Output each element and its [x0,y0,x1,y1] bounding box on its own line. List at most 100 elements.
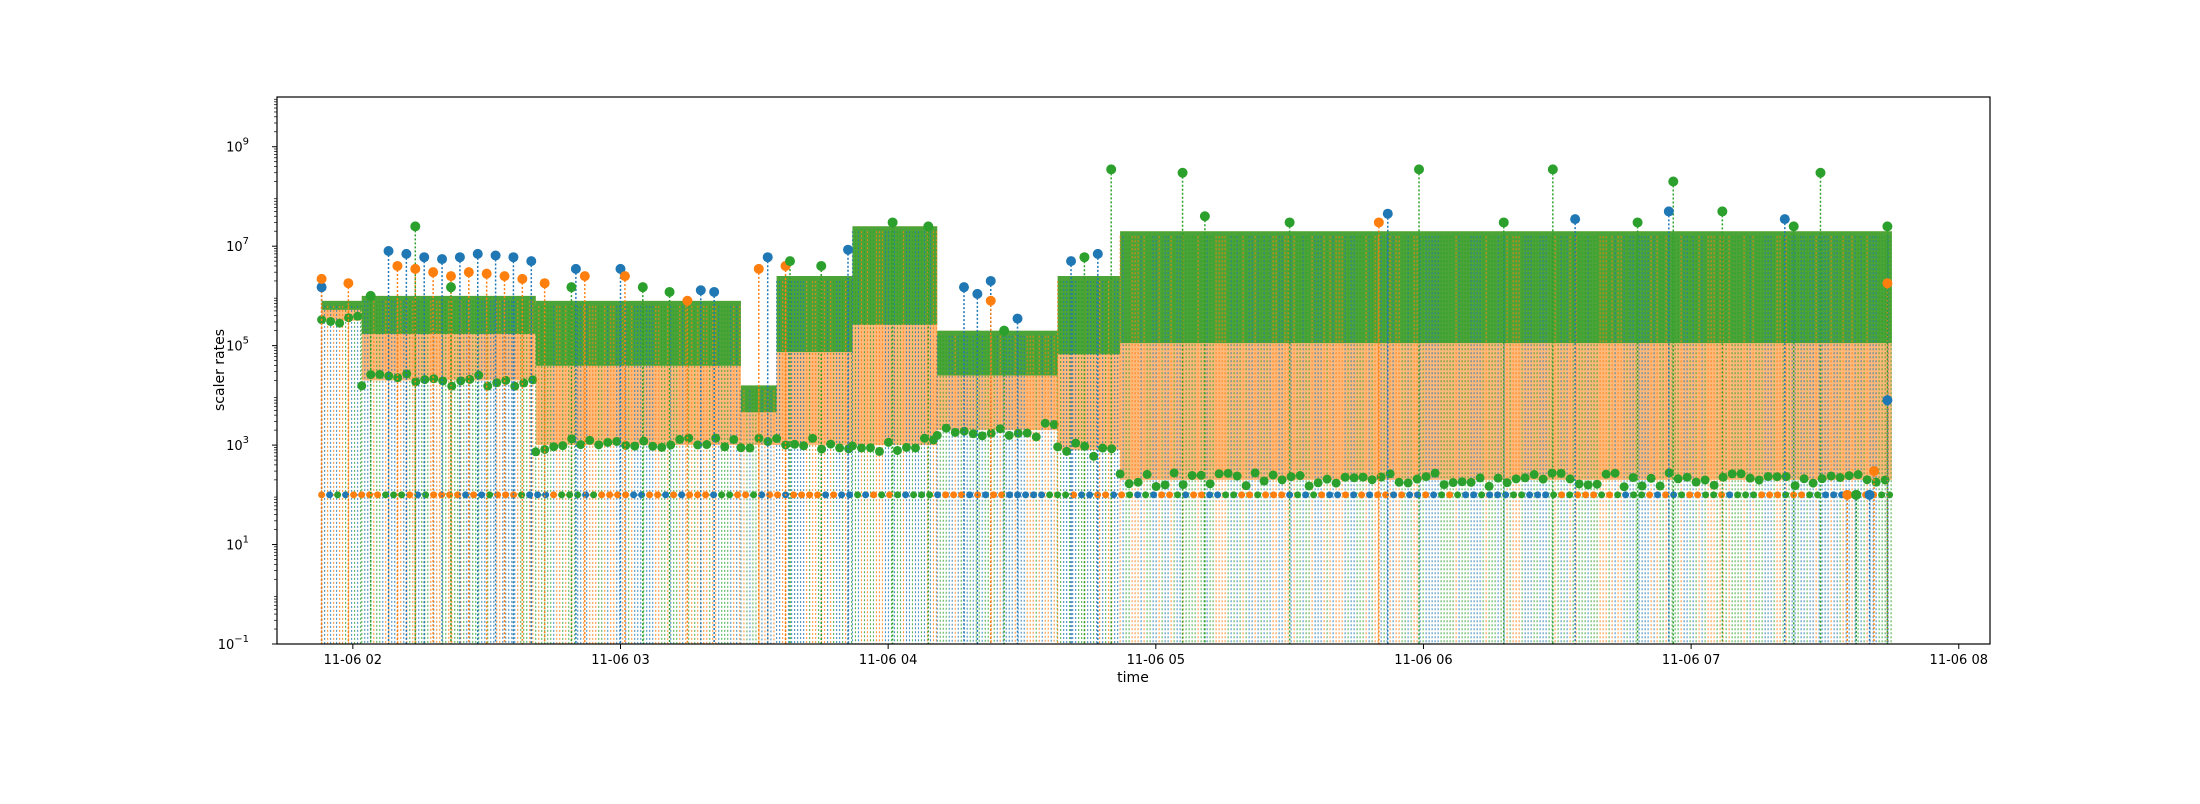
floor-marker [830,491,838,499]
floor-marker [542,491,550,499]
floor-marker [1006,491,1014,499]
floor-marker [766,491,774,499]
series-0-point [1570,214,1581,225]
dense-marker [1430,468,1440,478]
dense-marker [1583,480,1593,490]
series-1-point [445,271,456,282]
series-2-point [1106,164,1117,175]
series-1-point [463,267,474,278]
dense-marker [1031,432,1041,442]
floor-marker [1398,491,1406,499]
floor-marker [598,491,606,499]
floor-marker [678,491,686,499]
series-1-point [316,273,327,284]
dense-marker [1637,481,1647,491]
floor-marker [862,491,870,499]
dense-marker [1013,428,1023,438]
dense-marker [366,370,376,380]
floor-marker [870,491,878,499]
series-0-point [437,254,448,265]
y-tick-label: 10−1 [218,634,249,653]
floor-marker [518,491,526,499]
dense-marker [335,318,345,328]
dense-marker [501,375,511,385]
floor-marker [1566,491,1574,499]
dense-marker [603,437,613,447]
dense-marker [540,444,550,454]
dense-marker [612,436,622,446]
y-tick-label: 103 [226,435,249,454]
x-tick-label: 11-06 06 [1394,653,1452,668]
dense-marker [402,369,412,379]
dense-marker [1745,473,1755,483]
floor-marker [1022,491,1030,499]
series-1-point [985,295,996,306]
dense-marker [1790,481,1800,491]
dense-marker [483,381,493,391]
dense-marker [693,440,703,450]
series-2-point [923,221,934,232]
dense-marker [344,313,354,323]
floor-marker [1622,491,1630,499]
dense-marker [1053,442,1063,452]
floor-marker [1142,491,1150,499]
dense-marker [528,375,538,385]
floor-marker [1814,491,1822,499]
floor-marker [1406,491,1414,499]
floor-marker [790,491,798,499]
floor-marker [814,491,822,499]
dense-marker [729,434,739,444]
dense-marker [567,434,577,444]
floor-marker [1294,491,1302,499]
floor-marker [1110,491,1118,499]
x-tick-label: 11-06 04 [859,653,917,668]
dense-marker [1376,472,1386,482]
dense-marker [977,431,987,441]
series-1-point [481,268,492,279]
dense-marker [932,430,942,440]
floor-marker [1358,491,1366,499]
dense-marker [835,443,845,453]
dense-marker [1205,479,1215,489]
floor-marker [1318,491,1326,499]
dense-marker [1214,469,1224,479]
series-2-point [1632,217,1643,228]
series-2-point [410,221,421,232]
dense-marker [1313,478,1323,488]
floor-marker [1134,491,1142,499]
dense-marker [639,436,649,446]
series-stems-layer [320,169,1889,644]
dense-marker [1241,481,1251,491]
y-axis-label: scaler rates [212,329,228,411]
floor-marker [806,491,814,499]
dense-marker [1049,420,1059,430]
floor-marker [1782,491,1790,499]
dense-marker [1089,451,1099,461]
series-1-point [499,271,510,282]
floor-marker [1102,491,1110,499]
floor-marker [1302,491,1310,499]
floor-marker [1070,491,1078,499]
floor-marker [1718,491,1726,499]
floor-marker [1494,491,1502,499]
floor-marker [1030,491,1038,499]
floor-marker [998,491,1006,499]
floor-marker [1606,491,1614,499]
floor-marker [638,491,646,499]
dense-marker [1835,473,1845,483]
dense-marker [1187,470,1197,480]
dense-marker [1133,477,1143,487]
dense-marker [1682,472,1692,482]
floor-marker [366,491,374,499]
dense-marker [1592,479,1602,489]
dense-marker [1709,480,1719,490]
dense-marker [648,441,658,451]
floor-marker [966,491,974,499]
series-2-point [1199,211,1210,222]
floor-marker [1710,491,1718,499]
floor-marker [934,491,942,499]
floor-marker [1310,491,1318,499]
floor-marker [670,491,678,499]
dense-marker [1574,479,1584,489]
